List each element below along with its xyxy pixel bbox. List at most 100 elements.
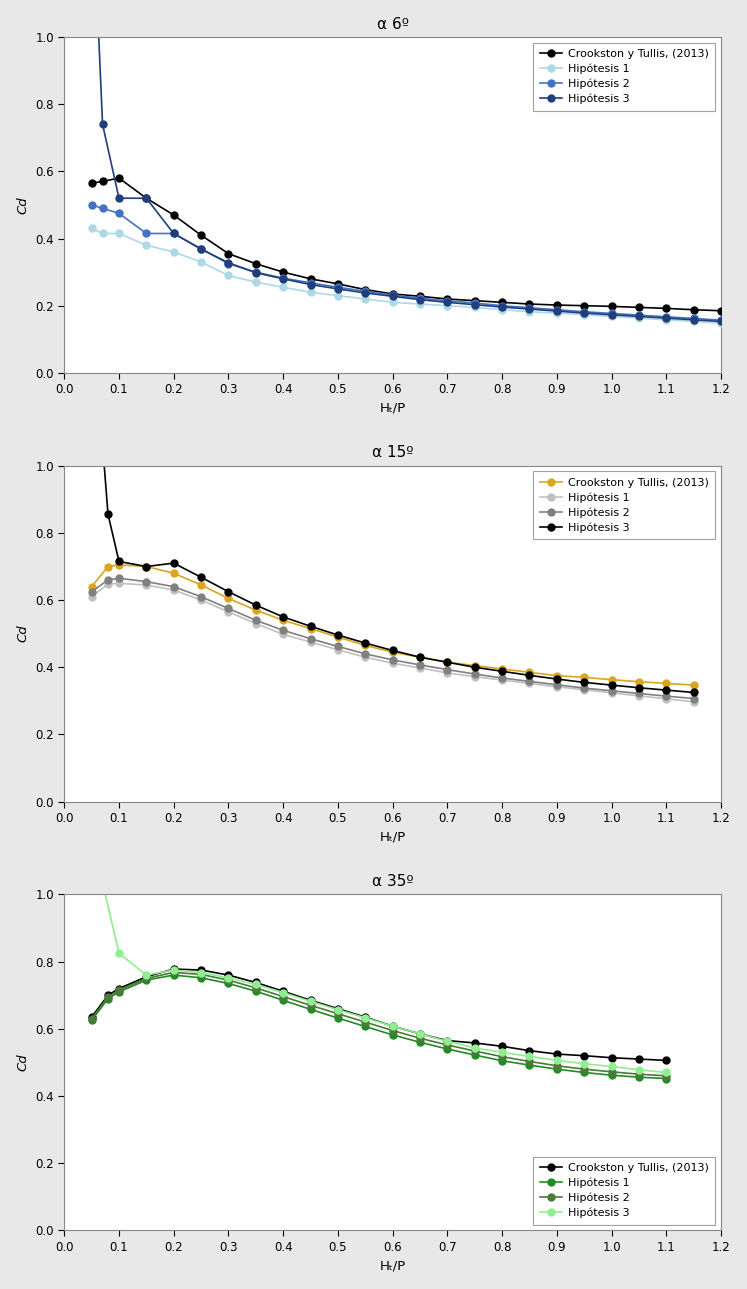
Hipótesis 3	[196, 241, 205, 257]
Hipótesis 1	[388, 1027, 397, 1043]
Hipótesis 1	[87, 220, 96, 236]
Crookston y Tullis, (2013)	[498, 1039, 506, 1054]
Hipótesis 2	[525, 300, 534, 316]
Hipótesis 2	[361, 646, 370, 661]
Crookston y Tullis, (2013)	[251, 602, 260, 617]
Hipótesis 1	[552, 679, 561, 695]
Crookston y Tullis, (2013)	[525, 1043, 534, 1058]
Title: α 35º: α 35º	[372, 874, 413, 889]
Hipótesis 1	[196, 254, 205, 269]
Hipótesis 2	[580, 304, 589, 320]
Line: Hipótesis 2: Hipótesis 2	[88, 201, 725, 324]
Crookston y Tullis, (2013)	[142, 191, 151, 206]
Crookston y Tullis, (2013)	[552, 1047, 561, 1062]
Crookston y Tullis, (2013)	[662, 300, 671, 316]
Hipótesis 1	[634, 688, 643, 704]
Hipótesis 1	[498, 1053, 506, 1069]
Hipótesis 3	[580, 305, 589, 321]
Hipótesis 1	[170, 583, 179, 598]
Legend: Crookston y Tullis, (2013), Hipótesis 1, Hipótesis 2, Hipótesis 3: Crookston y Tullis, (2013), Hipótesis 1,…	[533, 472, 716, 540]
Hipótesis 1	[333, 1011, 342, 1026]
Crookston y Tullis, (2013)	[142, 969, 151, 985]
Hipótesis 1	[196, 593, 205, 608]
Hipótesis 1	[415, 660, 424, 675]
Line: Hipótesis 1: Hipótesis 1	[88, 580, 697, 705]
Hipótesis 3	[415, 650, 424, 665]
Hipótesis 2	[634, 686, 643, 701]
Hipótesis 1	[552, 1061, 561, 1076]
Hipótesis 1	[306, 634, 315, 650]
Hipótesis 1	[470, 669, 479, 684]
Crookston y Tullis, (2013)	[498, 661, 506, 677]
Hipótesis 1	[306, 1002, 315, 1017]
Crookston y Tullis, (2013)	[415, 650, 424, 665]
Hipótesis 1	[224, 976, 233, 991]
Hipótesis 3	[415, 291, 424, 307]
Hipótesis 2	[552, 677, 561, 692]
Crookston y Tullis, (2013)	[415, 1026, 424, 1042]
Hipótesis 3	[580, 674, 589, 690]
Hipótesis 3	[415, 1026, 424, 1042]
Hipótesis 1	[279, 626, 288, 642]
Hipótesis 2	[689, 311, 698, 326]
Hipótesis 1	[525, 1057, 534, 1072]
Crookston y Tullis, (2013)	[170, 962, 179, 977]
Hipótesis 2	[552, 302, 561, 317]
Hipótesis 3	[552, 303, 561, 318]
Hipótesis 2	[104, 572, 113, 588]
Hipótesis 3	[170, 556, 179, 571]
Hipótesis 2	[498, 1049, 506, 1065]
Hipótesis 2	[525, 1053, 534, 1069]
Crookston y Tullis, (2013)	[114, 557, 123, 572]
Crookston y Tullis, (2013)	[443, 655, 452, 670]
Hipótesis 2	[142, 574, 151, 589]
Crookston y Tullis, (2013)	[580, 1048, 589, 1063]
Line: Hipótesis 3: Hipótesis 3	[116, 950, 670, 1076]
Legend: Crookston y Tullis, (2013), Hipótesis 1, Hipótesis 2, Hipótesis 3: Crookston y Tullis, (2013), Hipótesis 1,…	[533, 43, 716, 111]
Hipótesis 2	[580, 1061, 589, 1076]
Hipótesis 1	[443, 298, 452, 313]
Hipótesis 1	[498, 302, 506, 317]
Legend: Crookston y Tullis, (2013), Hipótesis 1, Hipótesis 2, Hipótesis 3: Crookston y Tullis, (2013), Hipótesis 1,…	[533, 1156, 716, 1225]
Hipótesis 3	[251, 597, 260, 612]
Hipótesis 2	[251, 264, 260, 280]
Crookston y Tullis, (2013)	[251, 257, 260, 272]
Hipótesis 3	[306, 994, 315, 1009]
Hipótesis 2	[470, 1043, 479, 1058]
Hipótesis 3	[224, 255, 233, 271]
Hipótesis 1	[662, 312, 671, 327]
Crookston y Tullis, (2013)	[196, 963, 205, 978]
Crookston y Tullis, (2013)	[87, 579, 96, 594]
Hipótesis 1	[142, 237, 151, 253]
Hipótesis 1	[279, 280, 288, 295]
Hipótesis 3	[361, 285, 370, 300]
Crookston y Tullis, (2013)	[170, 208, 179, 223]
Hipótesis 1	[415, 296, 424, 312]
Crookston y Tullis, (2013)	[662, 1053, 671, 1069]
Crookston y Tullis, (2013)	[552, 668, 561, 683]
Hipótesis 3	[251, 266, 260, 281]
Hipótesis 2	[388, 287, 397, 303]
Crookston y Tullis, (2013)	[470, 293, 479, 308]
Hipótesis 2	[196, 589, 205, 605]
Hipótesis 1	[580, 307, 589, 322]
Crookston y Tullis, (2013)	[251, 974, 260, 990]
Hipótesis 3	[361, 635, 370, 651]
Hipótesis 3	[114, 554, 123, 570]
Hipótesis 2	[306, 275, 315, 290]
Hipótesis 1	[114, 226, 123, 241]
Title: α 15º: α 15º	[372, 446, 413, 460]
Hipótesis 3	[279, 610, 288, 625]
Hipótesis 2	[279, 271, 288, 286]
Hipótesis 2	[98, 201, 107, 217]
Hipótesis 3	[114, 191, 123, 206]
Hipótesis 2	[114, 571, 123, 586]
Hipótesis 3	[607, 307, 616, 322]
Hipótesis 1	[361, 291, 370, 307]
Hipótesis 3	[388, 643, 397, 659]
Hipótesis 2	[443, 661, 452, 677]
Hipótesis 3	[580, 1056, 589, 1071]
Hipótesis 2	[361, 1014, 370, 1030]
Hipótesis 3	[333, 1002, 342, 1017]
Hipótesis 2	[306, 998, 315, 1013]
